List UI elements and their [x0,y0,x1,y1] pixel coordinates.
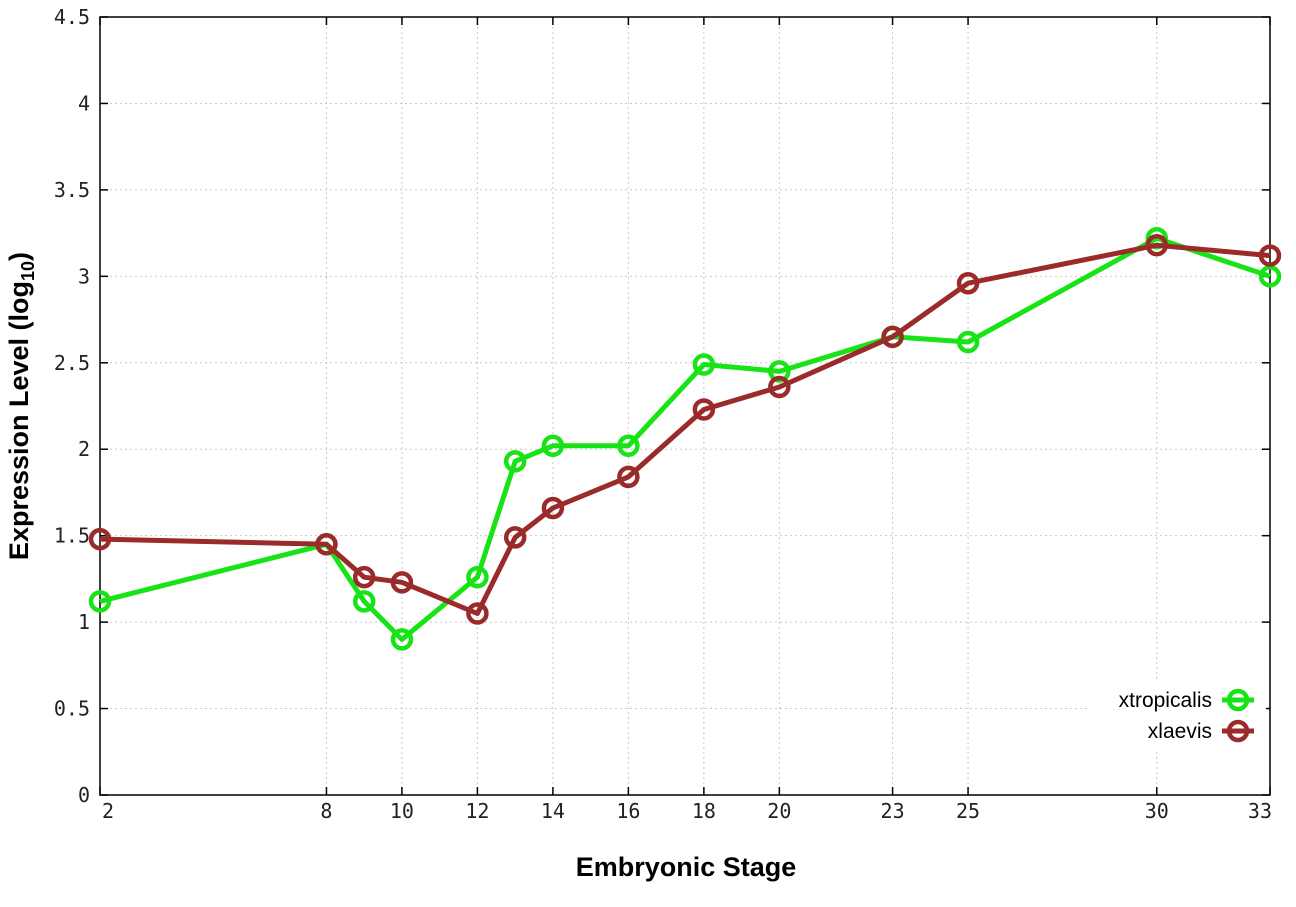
data-point-xtropicalis [617,434,640,458]
y-tick-label: 0.5 [54,697,90,721]
legend-label-xtropicalis: xtropicalis [1119,689,1212,712]
data-point-xlaevis [315,533,338,556]
x-tick-label: 25 [956,799,980,823]
x-tick-label: 20 [767,799,791,823]
x-tick-label: 12 [465,799,489,823]
legend-swatch-marker-xtropicalis [1226,688,1250,712]
data-point-xtropicalis [466,565,489,589]
data-point-xlaevis [466,602,489,625]
y-axis-title-subscript: 10 [18,261,38,281]
x-tick-label: 16 [616,799,640,823]
data-point-xtropicalis [352,590,376,613]
legend-swatch-marker-xlaevis [1226,719,1250,743]
y-tick-label: 1 [78,610,90,634]
x-tick-label: 18 [692,799,716,823]
axis-ticks: 0 0.5 1 1.5 2 2.5 3 3.5 4 4.5 2 8 10 12 14 16 18 20 23 25 30… [54,5,1272,823]
y-tick-label: 2 [78,437,90,461]
y-tick-label: 1.5 [54,524,90,548]
x-tick-label: 33 [1248,799,1272,823]
y-tick-label: 3 [78,264,90,288]
data-point-xtropicalis [956,330,980,354]
series-line-xlaevis [99,242,1271,616]
plot-frame [99,16,1271,796]
data-point-xlaevis [503,526,527,549]
data-point-xtropicalis [88,590,112,613]
x-tick-label: 2 [102,799,114,823]
data-point-xlaevis [1145,233,1169,257]
data-point-xlaevis [956,271,980,295]
y-tick-label: 4 [78,91,90,115]
x-tick-label: 14 [541,799,565,823]
y-axis-title-main: Expression Level (log [4,281,34,560]
data-point-xtropicalis [768,360,791,383]
series-line-xtropicalis [99,235,1271,642]
data-point-xlaevis [390,571,414,594]
data-point-xtropicalis [1258,265,1282,288]
data-point-xtropicalis [390,628,414,651]
data-point-xtropicalis [503,450,527,473]
x-tick-label: 10 [390,799,414,823]
x-tick-label: 30 [1145,799,1169,823]
data-point-xlaevis [1258,244,1282,267]
grid-lines [100,17,1270,795]
data-point-xtropicalis [692,353,716,376]
data-series [88,227,1282,651]
data-point-xlaevis [617,465,640,489]
data-point-xtropicalis [541,434,565,458]
x-tick-label: 23 [881,799,905,823]
data-point-xlaevis [352,565,376,589]
data-point-xlaevis [541,496,565,520]
series-xlaevis [88,233,1282,625]
series-xtropicalis [88,227,1282,651]
y-tick-label: 0 [78,783,90,807]
y-axis-title-close: ) [4,252,34,261]
y-tick-label: 4.5 [54,5,90,29]
y-tick-label: 3.5 [54,178,90,202]
data-point-xlaevis [692,398,716,421]
x-axis-title: Embryonic Stage [576,852,797,882]
data-point-xlaevis [881,325,904,349]
data-point-xlaevis [88,527,112,551]
data-point-xlaevis [768,375,791,399]
x-tick-label: 8 [320,799,332,823]
legend-label-xlaevis: xlaevis [1148,720,1212,743]
y-tick-label: 2.5 [54,351,90,375]
y-axis-title: Expression Level (log10) [4,252,38,560]
legend: xtropicalis xlaevis [1090,680,1266,752]
